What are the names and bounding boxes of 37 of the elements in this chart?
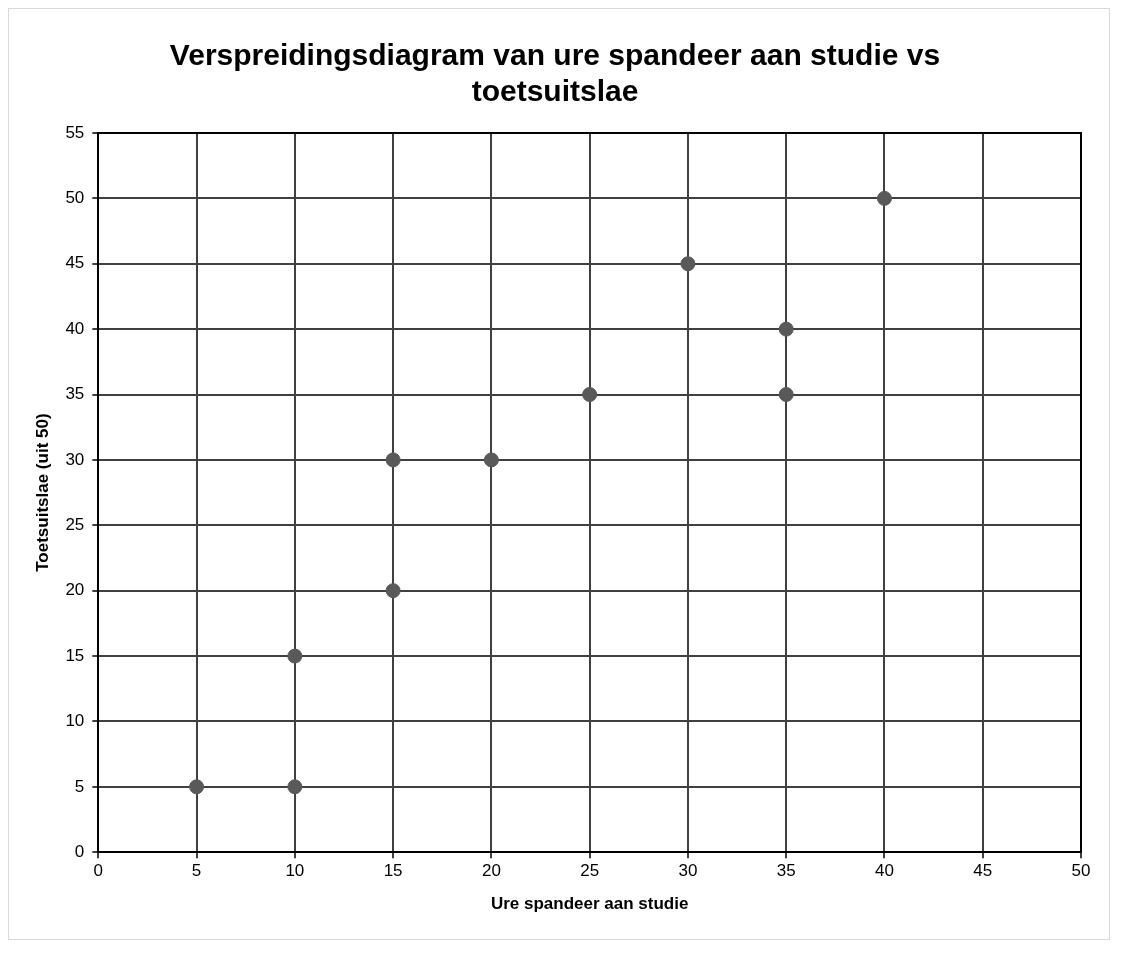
chart-title: Verspreidingsdiagram van ure spandeer aan studie vs toetsuitslae	[169, 38, 941, 108]
x-tick-label: 15	[383, 861, 403, 881]
point	[189, 779, 205, 795]
x-tick-label: 50	[1071, 861, 1091, 881]
x-tick-label: 5	[191, 861, 202, 881]
x-axis-title: Ure spandeer aan studie	[490, 894, 689, 914]
x-tick-label: 30	[678, 861, 698, 881]
x-tick-label: 0	[93, 861, 104, 881]
y-tick-label: 5	[74, 776, 85, 796]
y-tick-label: 0	[74, 841, 85, 861]
y-tick-label: 35	[65, 384, 85, 404]
y-tick-label: 30	[65, 449, 85, 469]
point	[287, 648, 303, 664]
x-tick-label: 20	[481, 861, 501, 881]
point	[876, 190, 892, 206]
point	[680, 256, 696, 272]
x-tick-label: 45	[973, 861, 993, 881]
y-tick-label: 55	[65, 122, 85, 142]
x-tick-label: 10	[285, 861, 305, 881]
y-axis-title: Toetsuitslae (uit 50)	[32, 413, 52, 572]
x-tick-label: 25	[580, 861, 600, 881]
y-tick-label: 40	[65, 318, 85, 338]
y-tick-label: 50	[65, 188, 85, 208]
y-tick-label: 45	[65, 253, 85, 273]
y-tick-label: 10	[65, 711, 85, 731]
y-tick-label: 15	[65, 645, 85, 665]
point	[483, 452, 499, 468]
y-tick-label: 20	[65, 580, 85, 600]
point	[582, 387, 598, 403]
point	[385, 583, 401, 599]
y-tick-label: 25	[65, 514, 85, 534]
point	[778, 387, 794, 403]
x-tick-label: 40	[875, 861, 894, 881]
point	[287, 779, 303, 795]
point	[385, 452, 401, 468]
point	[778, 321, 794, 337]
x-tick-label: 35	[776, 861, 796, 881]
